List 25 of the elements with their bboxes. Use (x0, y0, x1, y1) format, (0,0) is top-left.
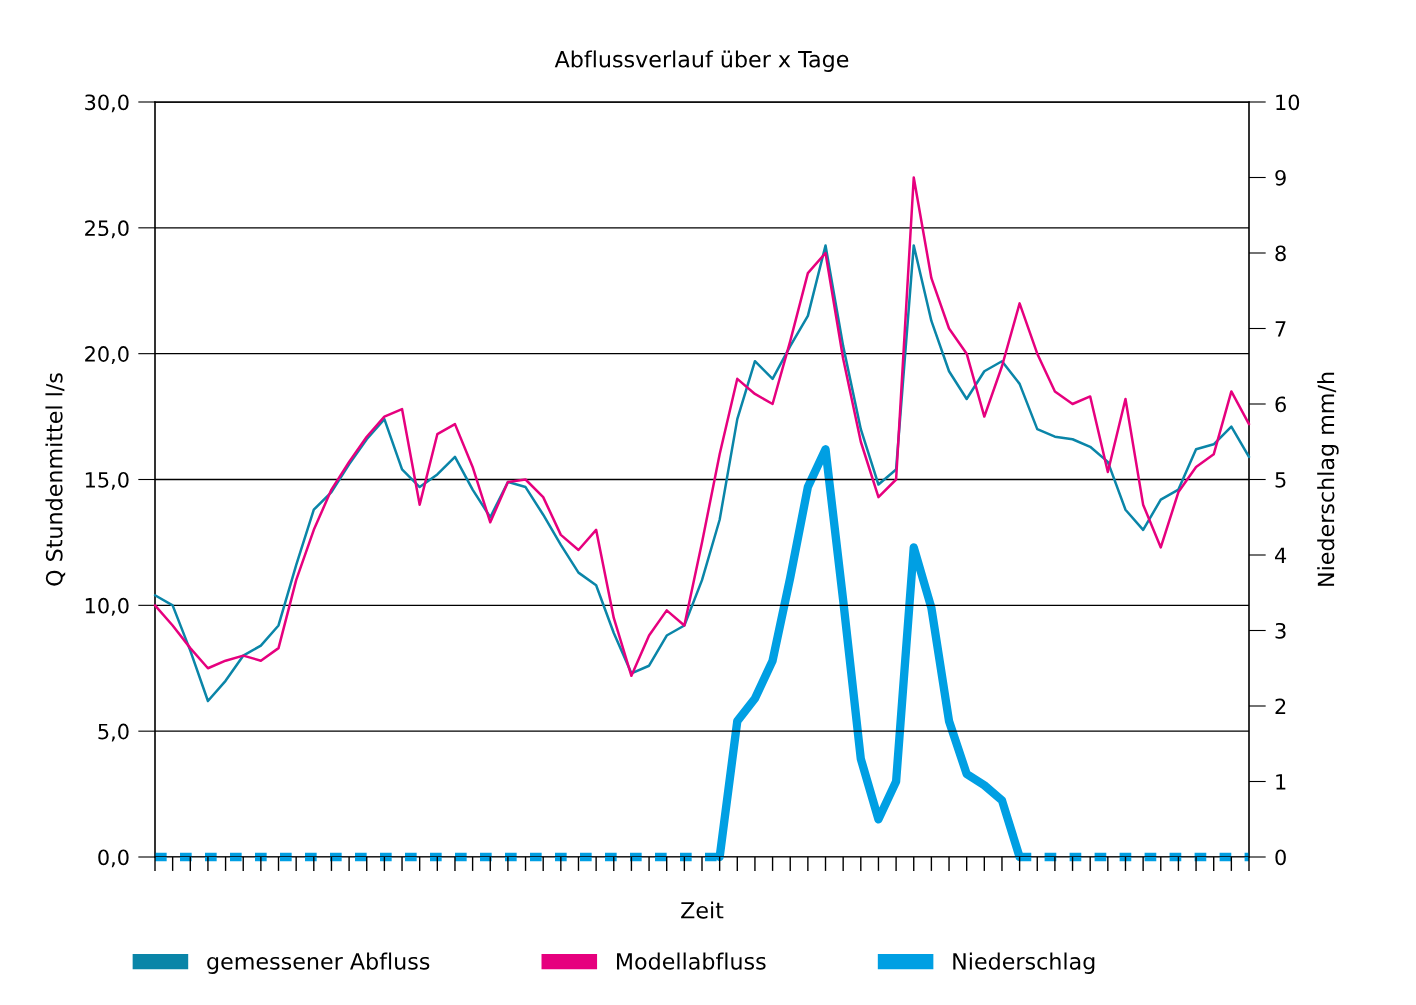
y-tick-label: 20,0 (85, 346, 129, 364)
legend-label: Modellabfluss (617, 952, 766, 970)
y-tick-label: 30,0 (85, 94, 129, 113)
y2-tick-label: 7 (1275, 321, 1286, 337)
y2-axis-title: Niederschlag mm/h (1317, 372, 1339, 586)
y-tick-label: 25,0 (85, 220, 129, 239)
y2-tick-label: 4 (1275, 547, 1287, 563)
y-tick-label: 0,0 (98, 849, 129, 868)
y-tick-label: 10,0 (85, 597, 129, 616)
y2-tick-label: 2 (1275, 698, 1286, 714)
x-axis-title: Zeit (681, 901, 724, 919)
y2-tick-label: 0 (1275, 849, 1286, 866)
y-tick-label: 5,0 (98, 723, 129, 742)
chart-title: Abflussverlauf über x Tage (554, 50, 849, 72)
y-axis-title: Q Stundenmittel l/s (45, 373, 66, 586)
y2-tick-label: 5 (1275, 472, 1286, 488)
legend-label: Niederschlag (953, 952, 1095, 975)
y-tick-label: 15,0 (85, 471, 129, 490)
y2-tick-label: 10 (1276, 94, 1300, 111)
y2-tick-label: 1 (1276, 774, 1286, 790)
y2-tick-label: 3 (1275, 622, 1286, 639)
y2-tick-label: 8 (1275, 245, 1286, 262)
y2-tick-label: 9 (1275, 169, 1286, 186)
legend-label: gemessener Abfluss (207, 952, 430, 975)
y2-tick-label: 6 (1275, 396, 1286, 413)
